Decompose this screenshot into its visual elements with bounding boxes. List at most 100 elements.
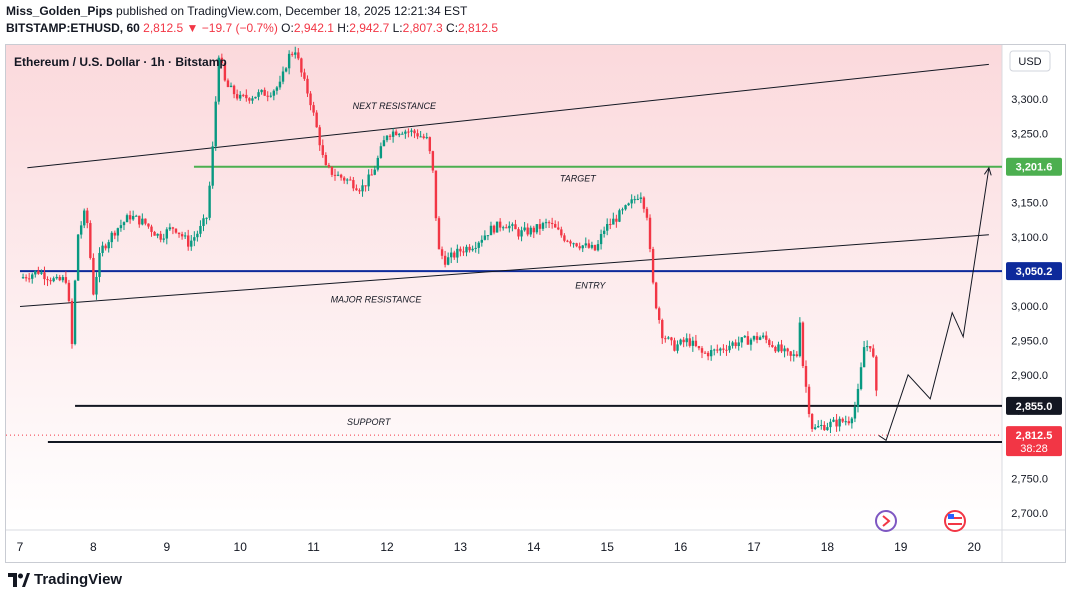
candle-body [569, 241, 572, 244]
candle-body [187, 235, 190, 247]
candle-body [104, 245, 107, 249]
candle-body [758, 337, 762, 340]
trend-line-next-resistance[interactable] [27, 63, 989, 169]
candle-body [875, 356, 878, 391]
candle-body [73, 280, 77, 344]
candle-body [645, 208, 649, 218]
candle-body [297, 52, 300, 59]
candle-body [489, 225, 493, 236]
candle-body [156, 233, 159, 236]
x-tick-label: 11 [307, 540, 320, 554]
candle-body [823, 424, 826, 431]
candle-body [706, 352, 710, 357]
candle-body [31, 274, 34, 279]
candle-body [352, 180, 355, 189]
chart-frame[interactable]: 2,700.02,750.02,800.02,850.02,900.02,950… [5, 44, 1066, 563]
author-name[interactable]: Miss_Golden_Pips [6, 4, 113, 18]
candle-body [459, 248, 462, 252]
candle-body [755, 336, 759, 340]
candle-body [554, 224, 557, 228]
chart-background [6, 45, 1002, 530]
candle-body [529, 227, 532, 235]
candle-body [89, 223, 92, 258]
candle-body [150, 226, 153, 232]
candle-body [300, 58, 303, 73]
candle-body [633, 199, 636, 201]
candle-body [428, 137, 432, 152]
projection-path[interactable] [878, 167, 990, 442]
currency-button-box[interactable] [1009, 50, 1051, 72]
bar-countdown: 38:28 [1020, 443, 1048, 455]
candle-body [294, 52, 297, 55]
candle-body [245, 94, 248, 99]
candle-body [404, 131, 407, 134]
candle-body [269, 95, 272, 97]
candle-body [174, 228, 178, 233]
candle-body [865, 346, 869, 348]
candle-body [416, 133, 419, 137]
candle-body [281, 71, 285, 82]
candle-body [232, 85, 236, 95]
candle-body [254, 96, 257, 99]
tradingview-logo[interactable]: TradingView [8, 571, 122, 588]
candle-body [450, 252, 453, 258]
candle-body [709, 350, 713, 357]
candle-body [547, 222, 551, 224]
candle-body [664, 338, 667, 340]
candle-body [138, 215, 141, 225]
candle-body [437, 218, 441, 250]
candle-body [869, 346, 872, 349]
candle-body [202, 218, 205, 226]
candle-body [193, 237, 196, 241]
candle-body [471, 248, 474, 251]
candle-body [725, 349, 728, 351]
candle-body [367, 174, 370, 187]
candle-body [248, 98, 251, 101]
candle-body [303, 72, 306, 79]
candle-body [122, 222, 126, 226]
ideas-icon[interactable] [875, 510, 897, 532]
candle-body [388, 135, 392, 137]
candle-body [740, 337, 743, 343]
candle-body [370, 174, 373, 176]
candle-body [40, 272, 43, 274]
candle-body [734, 342, 737, 347]
candle-body [731, 342, 734, 346]
price-tag-target: 3,201.6 [1016, 162, 1053, 174]
candle-body [520, 230, 523, 237]
candle-body [609, 224, 612, 226]
candle-body [713, 349, 716, 351]
candle-body [615, 218, 618, 222]
candle-body [86, 210, 89, 224]
candle-body [330, 166, 334, 175]
last-price-tag: 2,812.5 [1016, 430, 1053, 442]
candle-body [349, 179, 352, 181]
annotation-label: TARGET [560, 174, 597, 184]
candle-body [342, 177, 346, 181]
candle-body [657, 308, 661, 320]
candle-body [676, 344, 679, 351]
candle-body [119, 225, 123, 229]
trend-line-major-resistance[interactable] [19, 234, 989, 307]
candle-body [34, 270, 37, 275]
price-chart[interactable]: 2,700.02,750.02,800.02,850.02,900.02,950… [6, 45, 1065, 562]
candle-body [517, 229, 520, 237]
annotation-label: NEXT RESISTANCE [353, 101, 437, 111]
candle-body [272, 90, 276, 96]
currency-button[interactable]: USD [1018, 56, 1041, 68]
candle-body [859, 367, 863, 389]
candle-body [495, 221, 499, 233]
us-flag-icon[interactable] [944, 510, 966, 532]
close-label: C: [446, 21, 459, 35]
y-tick-label: 3,000.0 [1011, 301, 1048, 313]
candle-body [804, 365, 808, 387]
candle-body [648, 217, 652, 250]
candle-body [514, 224, 517, 230]
candle-body [716, 349, 719, 351]
candle-body [199, 225, 202, 234]
candle-body [361, 185, 364, 192]
candle-body [743, 336, 747, 338]
x-tick-label: 7 [17, 540, 24, 554]
candle-body [260, 89, 263, 93]
candle-body [511, 224, 514, 226]
